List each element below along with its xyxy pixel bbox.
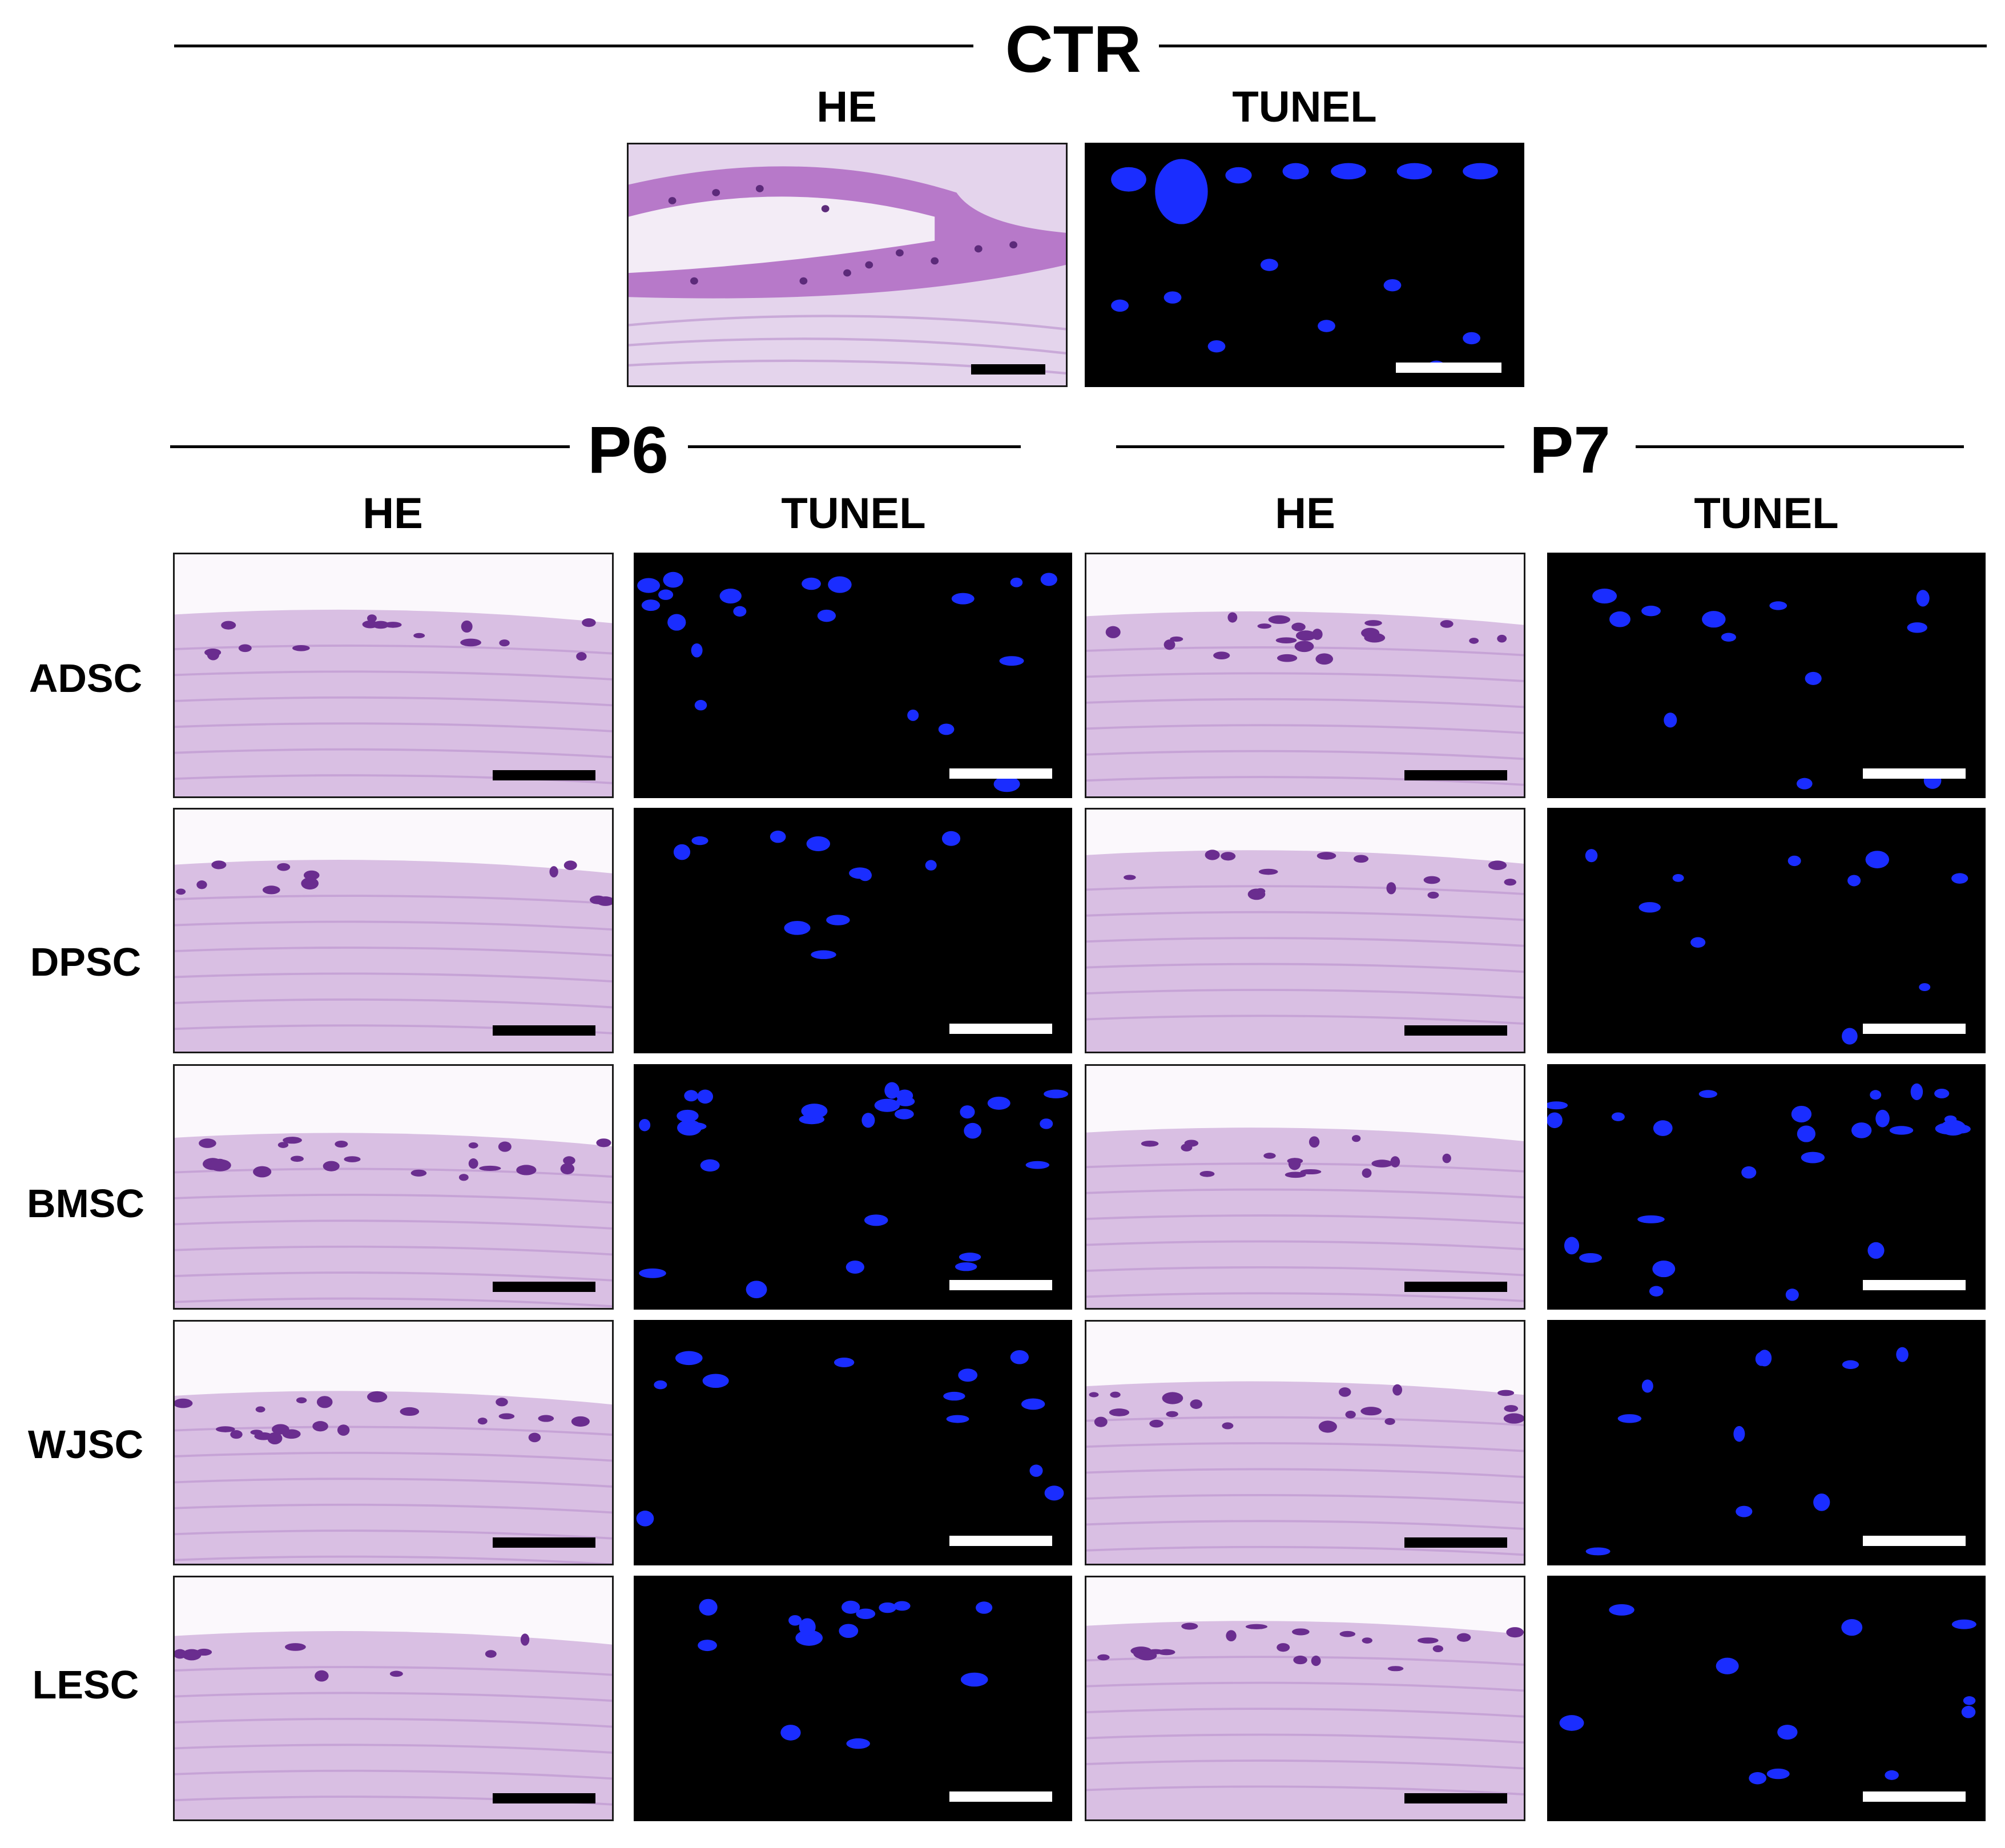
scale-bar: [1863, 1280, 1966, 1290]
scale-bar: [949, 1536, 1052, 1546]
p7-section-title: P7: [1529, 413, 1611, 487]
row-label-adsc: ADSC: [29, 656, 143, 700]
ctr-tunel-header: TUNEL: [1232, 83, 1377, 131]
scale-bar: [493, 1282, 595, 1292]
p6-tunel-image-lesc: [634, 1576, 1072, 1821]
p6-he-image-wjsc: [173, 1320, 614, 1565]
p7-he-header: HE: [1275, 489, 1335, 538]
row-label-dpsc: DPSC: [30, 940, 142, 984]
p7-he-image-lesc: [1085, 1576, 1525, 1821]
p7-tunel-image-dpsc: [1547, 808, 1986, 1053]
p6-he-image-dpsc: [173, 808, 614, 1053]
p6-he-image-bmsc: [173, 1064, 614, 1310]
scale-bar: [949, 768, 1052, 779]
p6-tunel-image-dpsc: [634, 808, 1072, 1053]
scale-bar: [493, 1025, 595, 1036]
scale-bar: [971, 364, 1045, 375]
scale-bar: [949, 1791, 1052, 1802]
row-label-wjsc: WJSC: [27, 1422, 144, 1467]
p6-he-image-adsc: [173, 553, 614, 798]
scale-bar: [1404, 1537, 1507, 1548]
p7-he-image-dpsc: [1085, 808, 1525, 1053]
scale-bar: [1404, 1025, 1507, 1036]
p7-tunel-header: TUNEL: [1694, 489, 1839, 538]
scale-bar: [1863, 768, 1966, 779]
p6-rule-left: [170, 445, 570, 448]
p7-rule-right: [1636, 445, 1964, 448]
p6-he-header: HE: [363, 489, 423, 538]
p6-section-title: P6: [587, 413, 669, 487]
scale-bar: [1863, 1024, 1966, 1034]
scale-bar: [949, 1024, 1052, 1034]
scale-bar: [1404, 770, 1507, 780]
ctr-he-image: [627, 143, 1068, 387]
p7-tunel-image-adsc: [1547, 553, 1986, 798]
p6-rule-right: [688, 445, 1021, 448]
scale-bar: [1404, 1793, 1507, 1803]
scale-bar: [1396, 363, 1501, 373]
scale-bar: [493, 1793, 595, 1803]
ctr-rule-left: [174, 45, 973, 47]
p6-he-image-lesc: [173, 1576, 614, 1821]
p7-he-image-wjsc: [1085, 1320, 1525, 1565]
row-label-bmsc: BMSC: [26, 1181, 145, 1226]
p7-he-image-adsc: [1085, 553, 1525, 798]
scale-bar: [1863, 1791, 1966, 1802]
ctr-rule-right: [1159, 45, 1987, 47]
scale-bar: [493, 770, 595, 780]
row-label-lesc: LESC: [32, 1662, 139, 1707]
scale-bar: [1404, 1282, 1507, 1292]
p6-tunel-image-adsc: [634, 553, 1072, 798]
ctr-tunel-image: [1085, 143, 1524, 387]
p6-tunel-header: TUNEL: [781, 489, 926, 538]
ctr-section-title: CTR: [1005, 12, 1142, 86]
p7-tunel-image-lesc: [1547, 1576, 1986, 1821]
scale-bar: [493, 1537, 595, 1548]
p6-tunel-image-wjsc: [634, 1320, 1072, 1565]
scale-bar: [1863, 1536, 1966, 1546]
p6-tunel-image-bmsc: [634, 1064, 1072, 1310]
p7-tunel-image-wjsc: [1547, 1320, 1986, 1565]
p7-rule-left: [1116, 445, 1504, 448]
p7-tunel-image-bmsc: [1547, 1064, 1986, 1310]
scale-bar: [949, 1280, 1052, 1290]
ctr-he-header: HE: [816, 83, 877, 131]
p7-he-image-bmsc: [1085, 1064, 1525, 1310]
